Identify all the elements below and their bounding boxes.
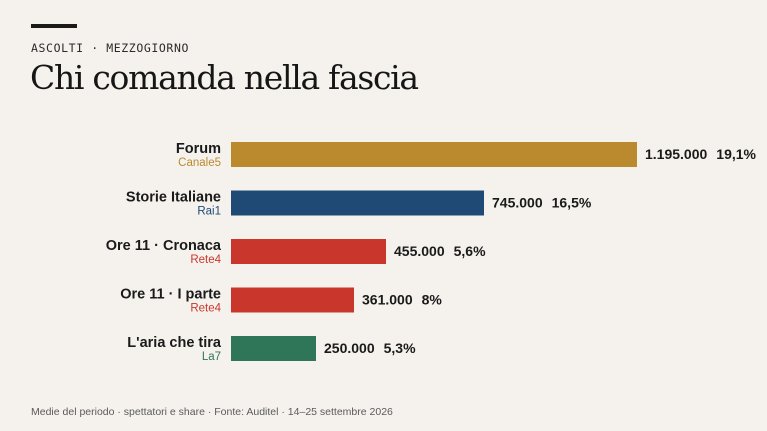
- channel-label: Canale5: [178, 157, 221, 169]
- value-label: 1.195.000: [645, 146, 707, 162]
- value-label: 745.000: [492, 195, 543, 211]
- channel-label: Rete4: [190, 303, 221, 315]
- category-label: Forum: [176, 141, 221, 157]
- header-rule: [31, 24, 77, 28]
- channel-label: Rete4: [190, 254, 221, 266]
- share-label: 8%: [422, 292, 443, 308]
- category-label: Ore 11 · Cronaca: [106, 238, 222, 254]
- chart-title: Chi comanda nella fascia: [30, 58, 419, 97]
- category-label: L'aria che tira: [127, 335, 222, 351]
- share-label: 5,6%: [454, 243, 486, 259]
- share-label: 16,5%: [552, 195, 592, 211]
- value-label: 361.000: [362, 292, 413, 308]
- source-note: Medie del periodo · spettatori e share ·…: [31, 406, 393, 418]
- value-label: 250.000: [324, 340, 375, 356]
- channel-label: La7: [202, 351, 221, 363]
- bar: [231, 190, 484, 216]
- bar: [231, 287, 354, 313]
- channel-label: Rai1: [197, 206, 221, 218]
- share-label: 19,1%: [716, 146, 756, 162]
- share-label: 5,3%: [384, 340, 416, 356]
- kicker: ASCOLTI · MEZZOGIORNO: [31, 41, 189, 55]
- bar: [231, 239, 386, 264]
- category-label: Ore 11 · I parte: [120, 287, 221, 303]
- category-label: Storie Italiane: [126, 190, 221, 206]
- bar: [231, 142, 637, 167]
- value-label: 455.000: [394, 243, 445, 259]
- bar: [231, 336, 316, 361]
